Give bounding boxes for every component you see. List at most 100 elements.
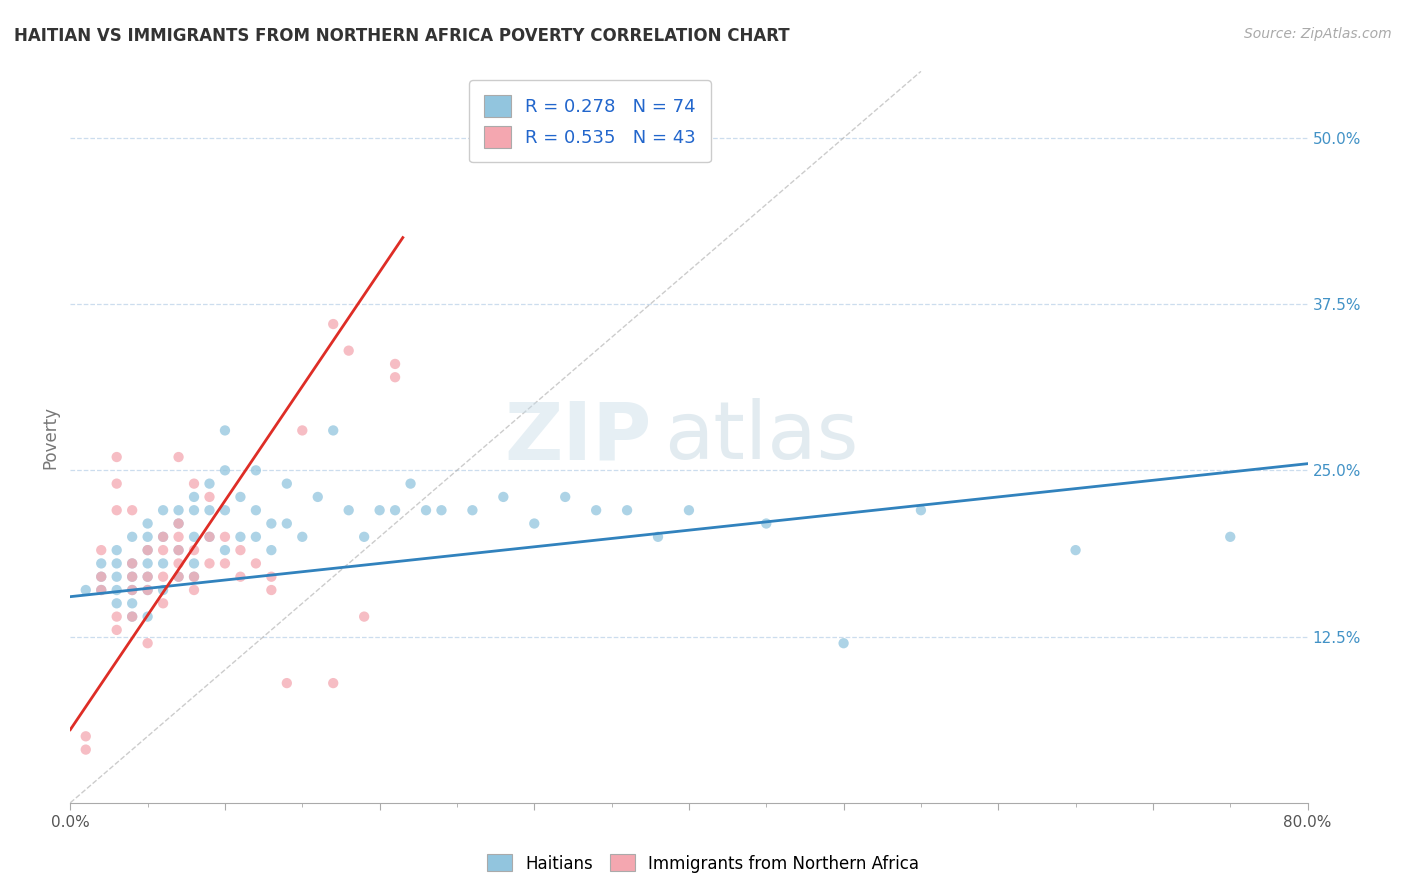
Point xyxy=(337,503,360,517)
Point xyxy=(260,570,283,584)
Point xyxy=(136,570,159,584)
Point xyxy=(214,543,236,558)
Point xyxy=(245,530,267,544)
Text: atlas: atlas xyxy=(664,398,859,476)
Point xyxy=(121,609,143,624)
Point xyxy=(384,370,406,384)
Y-axis label: Poverty: Poverty xyxy=(41,406,59,468)
Point xyxy=(167,516,190,531)
Point xyxy=(183,476,205,491)
Point xyxy=(585,503,607,517)
Point xyxy=(152,570,174,584)
Point xyxy=(121,582,143,597)
Point xyxy=(291,530,314,544)
Point xyxy=(121,557,143,571)
Point xyxy=(337,343,360,358)
Point xyxy=(136,543,159,558)
Point xyxy=(152,543,174,558)
Point xyxy=(245,557,267,571)
Point xyxy=(245,463,267,477)
Point xyxy=(183,582,205,597)
Point xyxy=(90,582,112,597)
Point xyxy=(910,503,932,517)
Point xyxy=(353,609,375,624)
Point xyxy=(121,530,143,544)
Point xyxy=(105,609,128,624)
Point xyxy=(121,570,143,584)
Point xyxy=(276,476,298,491)
Point xyxy=(647,530,669,544)
Point xyxy=(322,676,344,690)
Point xyxy=(198,530,221,544)
Point xyxy=(105,503,128,517)
Point xyxy=(616,503,638,517)
Point xyxy=(105,557,128,571)
Point xyxy=(214,557,236,571)
Point xyxy=(430,503,453,517)
Point xyxy=(229,543,252,558)
Point xyxy=(136,636,159,650)
Point xyxy=(276,516,298,531)
Point xyxy=(152,557,174,571)
Point xyxy=(1219,530,1241,544)
Point xyxy=(198,490,221,504)
Point xyxy=(322,317,344,331)
Point xyxy=(291,424,314,438)
Point xyxy=(229,490,252,504)
Point xyxy=(105,582,128,597)
Point xyxy=(307,490,329,504)
Point xyxy=(755,516,778,531)
Point xyxy=(229,530,252,544)
Point xyxy=(90,570,112,584)
Point xyxy=(415,503,437,517)
Point xyxy=(152,530,174,544)
Point xyxy=(183,503,205,517)
Point xyxy=(105,623,128,637)
Point xyxy=(832,636,855,650)
Point xyxy=(90,570,112,584)
Point xyxy=(121,570,143,584)
Point xyxy=(136,582,159,597)
Point xyxy=(121,609,143,624)
Point xyxy=(198,503,221,517)
Point xyxy=(75,742,97,756)
Point xyxy=(399,476,422,491)
Point xyxy=(183,557,205,571)
Point xyxy=(260,543,283,558)
Point xyxy=(75,582,97,597)
Point xyxy=(523,516,546,531)
Point xyxy=(167,530,190,544)
Point xyxy=(167,570,190,584)
Legend: R = 0.278   N = 74, R = 0.535   N = 43: R = 0.278 N = 74, R = 0.535 N = 43 xyxy=(470,80,710,162)
Point xyxy=(75,729,97,743)
Point xyxy=(183,543,205,558)
Point xyxy=(214,463,236,477)
Point xyxy=(322,424,344,438)
Point xyxy=(260,582,283,597)
Point xyxy=(183,570,205,584)
Point xyxy=(183,570,205,584)
Point xyxy=(90,543,112,558)
Point xyxy=(167,503,190,517)
Point xyxy=(384,503,406,517)
Point xyxy=(105,543,128,558)
Point xyxy=(105,570,128,584)
Point xyxy=(167,516,190,531)
Point xyxy=(198,557,221,571)
Point xyxy=(384,357,406,371)
Point xyxy=(554,490,576,504)
Text: ZIP: ZIP xyxy=(505,398,652,476)
Point xyxy=(152,596,174,610)
Text: HAITIAN VS IMMIGRANTS FROM NORTHERN AFRICA POVERTY CORRELATION CHART: HAITIAN VS IMMIGRANTS FROM NORTHERN AFRI… xyxy=(14,27,790,45)
Point xyxy=(245,503,267,517)
Point xyxy=(136,516,159,531)
Point xyxy=(214,503,236,517)
Point xyxy=(1064,543,1087,558)
Legend: Haitians, Immigrants from Northern Africa: Haitians, Immigrants from Northern Afric… xyxy=(481,847,925,880)
Point xyxy=(167,543,190,558)
Point xyxy=(136,609,159,624)
Point xyxy=(167,543,190,558)
Point xyxy=(136,530,159,544)
Point xyxy=(152,582,174,597)
Point xyxy=(461,503,484,517)
